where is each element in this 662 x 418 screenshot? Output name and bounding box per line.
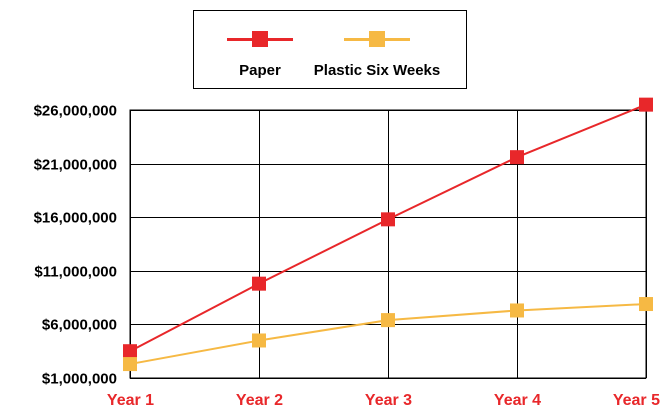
data-point-plastic-six-weeks-year-3 bbox=[381, 313, 395, 328]
y-tick-label: $1,000,000 bbox=[42, 371, 117, 388]
data-point-paper-year-2 bbox=[252, 276, 266, 291]
y-tick-label: $21,000,000 bbox=[34, 157, 117, 174]
legend-label-paper: Paper bbox=[239, 62, 281, 79]
legend-marker-paper bbox=[252, 31, 268, 47]
legend-label-plastic-six-weeks: Plastic Six Weeks bbox=[313, 62, 441, 79]
data-point-plastic-six-weeks-year-5 bbox=[639, 297, 653, 312]
y-tick-label: $6,000,000 bbox=[42, 317, 117, 334]
data-point-plastic-six-weeks-year-1 bbox=[123, 357, 137, 372]
data-point-plastic-six-weeks-year-2 bbox=[252, 333, 266, 348]
x-tick-label: Year 3 bbox=[365, 392, 412, 409]
legend: Paper Plastic Six Weeks bbox=[193, 10, 467, 89]
y-tick-label: $16,000,000 bbox=[34, 210, 117, 227]
y-tick-label: $11,000,000 bbox=[34, 264, 117, 281]
y-tick-label: $26,000,000 bbox=[34, 103, 117, 120]
legend-marker-plastic-six-weeks bbox=[369, 31, 385, 47]
data-point-paper-year-5 bbox=[639, 97, 653, 112]
x-tick-label: Year 5 bbox=[613, 392, 660, 409]
data-point-paper-year-4 bbox=[510, 150, 524, 165]
data-point-plastic-six-weeks-year-4 bbox=[510, 303, 524, 318]
data-point-paper-year-1 bbox=[123, 344, 137, 359]
x-tick-label: Year 4 bbox=[494, 392, 541, 409]
x-tick-label: Year 1 bbox=[107, 392, 154, 409]
x-tick-label: Year 2 bbox=[236, 392, 283, 409]
data-point-paper-year-3 bbox=[381, 212, 395, 227]
